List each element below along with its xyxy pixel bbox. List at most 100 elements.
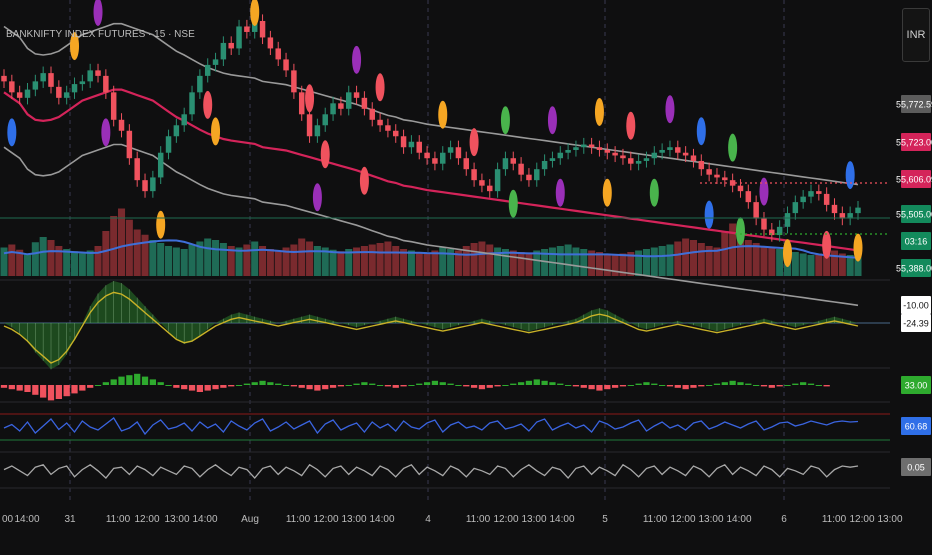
- candle-body: [502, 158, 509, 170]
- time-label: 11:00: [466, 514, 491, 525]
- signal-dot: [101, 118, 111, 147]
- histogram-bar: [251, 382, 258, 385]
- histogram-bar: [392, 385, 399, 388]
- candle-body: [643, 158, 650, 161]
- candle-body: [463, 158, 469, 170]
- histogram-bar: [188, 385, 196, 391]
- time-label: 11:00: [822, 514, 847, 525]
- signal-dot: [203, 90, 213, 119]
- histogram-bar: [698, 385, 705, 387]
- histogram-bar: [8, 385, 15, 390]
- histogram-bar: [40, 385, 47, 398]
- candle-body: [839, 213, 846, 219]
- histogram-bar: [713, 383, 721, 385]
- candle-body: [173, 125, 180, 137]
- price-label: 55,388.00: [896, 264, 932, 274]
- histogram-bar: [486, 385, 493, 388]
- volume-bar: [588, 250, 596, 276]
- candle-body: [800, 196, 806, 203]
- volume-bar: [55, 246, 63, 276]
- volume-bar: [227, 246, 235, 276]
- signal-dot: [649, 178, 659, 207]
- candle-body: [855, 207, 861, 214]
- signal-dot: [359, 166, 369, 195]
- histogram-bar: [784, 385, 791, 386]
- oscillator-label: -10.00: [903, 301, 929, 311]
- candle-body: [455, 147, 462, 159]
- candle-body: [9, 81, 15, 93]
- signal-dot: [320, 140, 330, 169]
- candle-body: [667, 147, 673, 150]
- histogram-bar: [753, 385, 760, 386]
- histogram-bar: [212, 385, 219, 390]
- histogram-bar: [157, 382, 164, 385]
- volume-bar: [533, 250, 541, 276]
- candle-body: [690, 155, 697, 161]
- signal-dot: [555, 178, 565, 207]
- volume-bar: [830, 250, 839, 276]
- candle-body: [557, 152, 564, 159]
- histogram-bar: [792, 383, 799, 385]
- histogram-bar: [87, 385, 94, 388]
- price-label: 55,606.09: [896, 175, 932, 185]
- rsi-label: 60.68: [905, 422, 928, 432]
- histogram-bar: [16, 385, 23, 391]
- histogram-bar: [643, 382, 650, 385]
- time-label: 14:00: [192, 514, 217, 525]
- signal-dot: [845, 161, 855, 190]
- candle-body: [447, 147, 454, 153]
- time-label: 5: [602, 514, 608, 525]
- volume-bar: [8, 244, 16, 276]
- histogram-bar: [690, 385, 697, 388]
- candle-body: [432, 158, 438, 164]
- signal-dot: [853, 233, 863, 262]
- volume-bar: [94, 246, 102, 276]
- candle-body: [808, 191, 814, 197]
- volume-bar: [760, 246, 768, 276]
- volume-bar: [470, 243, 478, 276]
- candle-body: [16, 92, 23, 98]
- volume-bar: [133, 229, 141, 276]
- histogram-bar: [376, 385, 384, 386]
- histogram-bar: [71, 385, 78, 394]
- candle-body: [698, 160, 705, 170]
- histogram-bar: [517, 382, 525, 385]
- signal-dot: [782, 239, 792, 268]
- signal-dot: [547, 106, 557, 135]
- candle-body: [588, 144, 595, 148]
- signal-dot: [696, 117, 706, 146]
- volume-bar: [799, 253, 807, 276]
- candle-body: [628, 158, 634, 164]
- histogram-bar: [776, 385, 783, 387]
- histogram-bar: [259, 380, 266, 385]
- symbol-title: BANKNIFTY INDEX FUTURES · 15 · NSE: [6, 29, 195, 40]
- histogram-bar: [322, 385, 329, 390]
- histogram-bar: [329, 385, 337, 388]
- volume-bar: [674, 241, 682, 276]
- histogram-bar: [63, 385, 70, 397]
- signal-dot: [626, 111, 636, 140]
- candle-body: [330, 103, 336, 115]
- price-label: 55,505.00: [896, 210, 932, 220]
- time-label: 14:00: [369, 514, 394, 525]
- time-label: 13:00: [877, 514, 902, 525]
- volume-bar: [165, 246, 173, 276]
- volume-bar: [564, 244, 572, 276]
- time-axis-labels: 00 14:00 31 11:00 12:00 13:00 14:00 Aug 11:00 12:…: [2, 514, 903, 525]
- volume-bar: [807, 255, 815, 276]
- currency-selector[interactable]: INR: [902, 8, 930, 62]
- volume-bar: [400, 249, 408, 276]
- candle-body: [197, 75, 203, 93]
- candle-body: [604, 149, 611, 153]
- time-label: 13:00: [521, 514, 546, 525]
- volume-bar: [360, 246, 368, 276]
- signal-dot: [375, 73, 385, 102]
- signal-dot: [352, 45, 362, 74]
- volume-bar: [713, 247, 721, 276]
- histogram-bar: [470, 385, 478, 388]
- signal-dot: [728, 133, 738, 162]
- histogram-bar: [282, 385, 290, 386]
- histogram-bar: [400, 385, 407, 387]
- histogram-bar: [220, 385, 227, 388]
